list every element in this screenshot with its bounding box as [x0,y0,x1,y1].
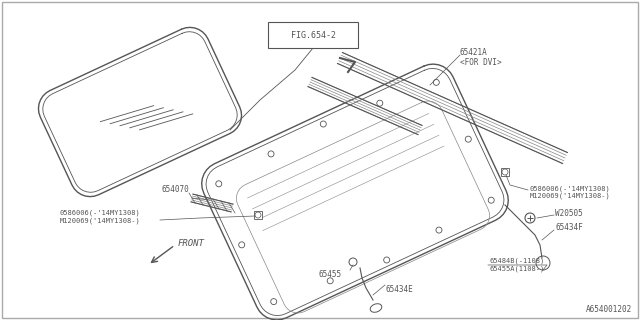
Bar [254,211,262,219]
Text: 65421A
<FOR DVI>: 65421A <FOR DVI> [460,48,502,68]
Text: FIG.654-2: FIG.654-2 [291,31,335,41]
Text: W20505: W20505 [555,209,583,218]
Text: 0586006(-'14MY1308)
M120069('14MY1308-): 0586006(-'14MY1308) M120069('14MY1308-) [60,210,141,224]
FancyBboxPatch shape [268,22,358,48]
Text: 65484B(-1108)
65455A(1108-): 65484B(-1108) 65455A(1108-) [490,258,545,272]
Text: FRONT: FRONT [178,238,205,247]
Text: 0586006(-'14MY1308)
M120069('14MY1308-): 0586006(-'14MY1308) M120069('14MY1308-) [530,185,611,199]
Text: 654070: 654070 [162,186,189,195]
Text: A654001202: A654001202 [586,305,632,314]
Text: 65434F: 65434F [555,223,583,233]
Text: 65434E: 65434E [385,285,413,294]
Text: 65455: 65455 [319,270,342,279]
Bar [501,168,509,176]
